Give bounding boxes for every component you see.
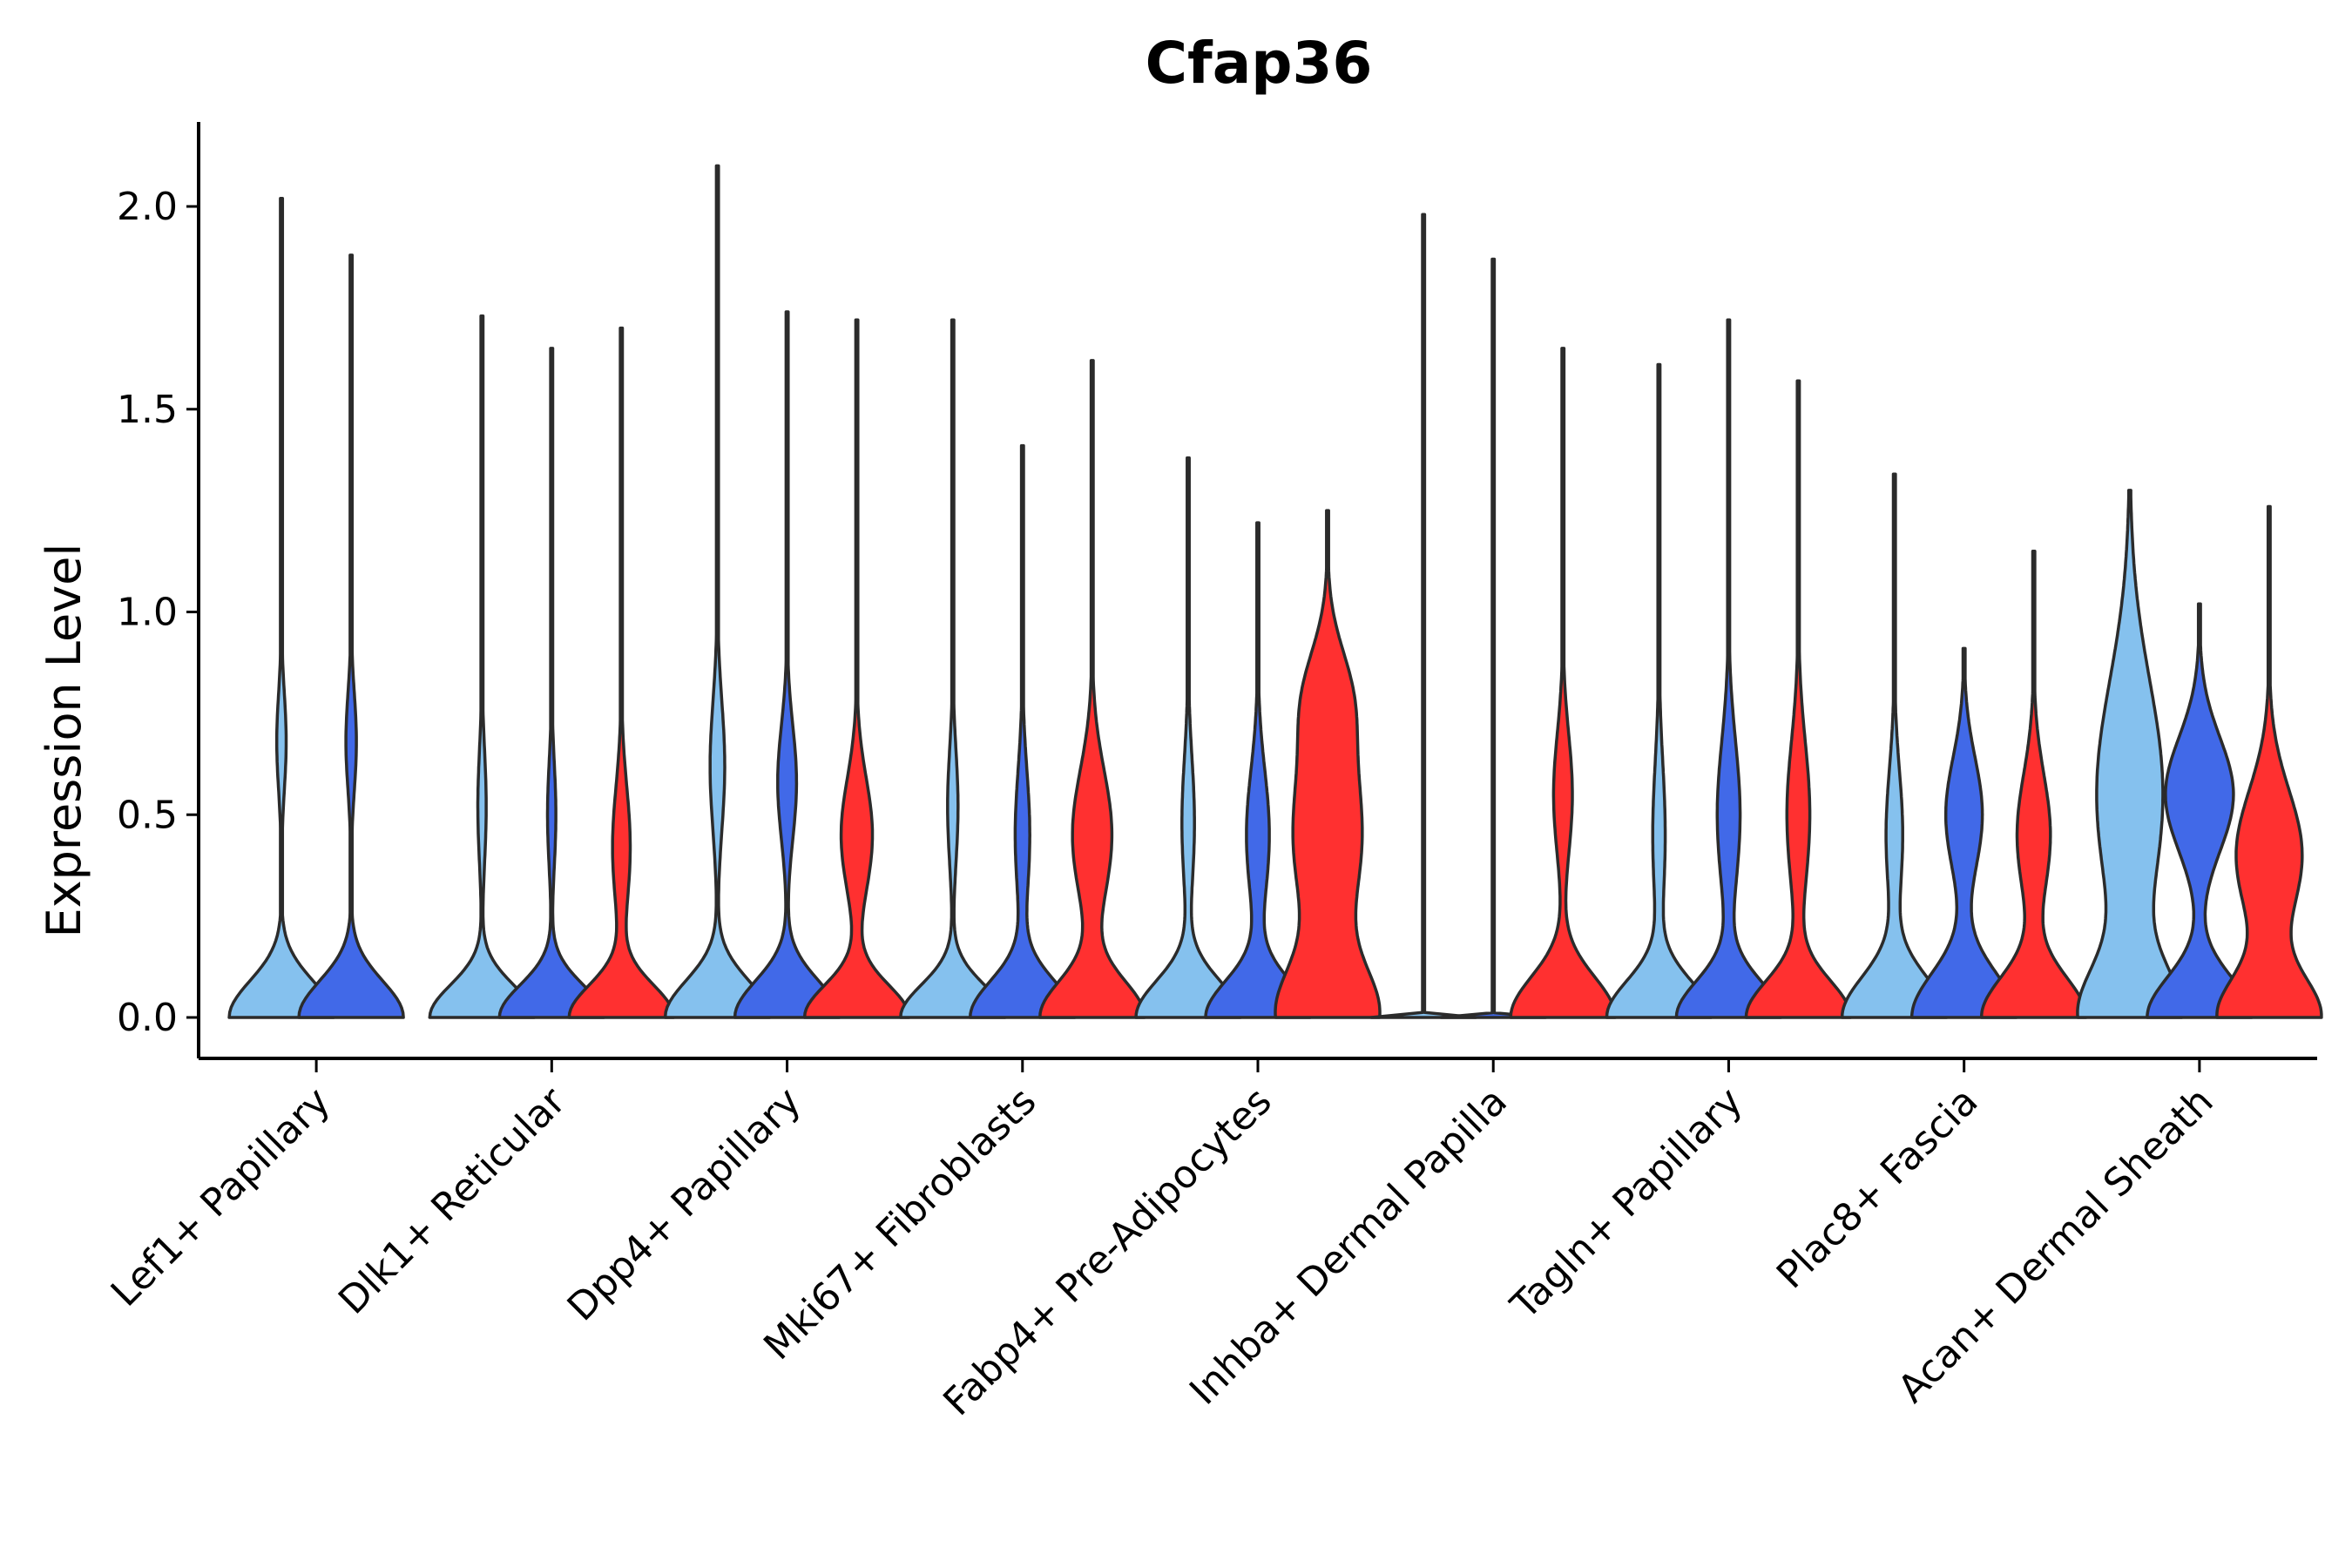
y-axis: 0.0 0.5 1.0 1.5 2.0 bbox=[117, 122, 200, 1058]
violin-3-0 bbox=[899, 318, 1007, 1019]
violin-4-0 bbox=[1134, 456, 1242, 1019]
y-tick-label: 1.0 bbox=[117, 591, 178, 635]
violin-6-0 bbox=[1605, 362, 1713, 1019]
violin-5-1 bbox=[1439, 257, 1547, 1019]
violin-4-2 bbox=[1274, 509, 1382, 1019]
x-tick-label: Plac8+ Fascia bbox=[1768, 1079, 1987, 1298]
violin-7-0 bbox=[1840, 472, 1949, 1019]
violin-1-0 bbox=[428, 314, 537, 1019]
y-axis-label: Expression Level bbox=[37, 544, 91, 938]
violin-8-2 bbox=[2215, 504, 2323, 1019]
x-tick-label: Lef1+ Papillary bbox=[103, 1079, 339, 1315]
x-tick-label: Tagln+ Papillary bbox=[1502, 1079, 1751, 1328]
violin-4-1 bbox=[1204, 521, 1312, 1019]
x-tick-label: Dlk1+ Reticular bbox=[330, 1078, 575, 1323]
violin-0-1 bbox=[297, 253, 405, 1019]
violin-7-1 bbox=[1909, 646, 2018, 1019]
violin-5-2 bbox=[1509, 347, 1617, 1019]
violin-0-0 bbox=[227, 196, 335, 1019]
violin-3-1 bbox=[969, 443, 1077, 1019]
y-tick-label: 2.0 bbox=[117, 185, 178, 229]
violin-6-2 bbox=[1744, 379, 1853, 1019]
violin-2-1 bbox=[733, 310, 841, 1019]
violin-5-0 bbox=[1369, 213, 1477, 1019]
violin-3-2 bbox=[1038, 359, 1146, 1019]
violin-8-1 bbox=[2146, 602, 2254, 1019]
x-tick-label: Mki67+ Fibroblasts bbox=[755, 1079, 1044, 1369]
violin-1-2 bbox=[567, 326, 676, 1019]
y-tick-label: 0.0 bbox=[117, 996, 178, 1040]
x-tick-label: Dpp4+ Papillary bbox=[559, 1079, 810, 1330]
plot-area bbox=[227, 164, 2323, 1019]
y-tick-label: 0.5 bbox=[117, 793, 178, 837]
violin-2-2 bbox=[802, 318, 911, 1019]
violin-2-0 bbox=[663, 164, 772, 1019]
violin-1-1 bbox=[497, 347, 606, 1019]
chart-title: Cfap36 bbox=[1146, 30, 1373, 97]
y-tick-label: 1.5 bbox=[117, 388, 178, 432]
violin-7-2 bbox=[1979, 549, 2088, 1019]
violin-8-0 bbox=[2076, 489, 2184, 1019]
violin-6-1 bbox=[1674, 318, 1783, 1019]
